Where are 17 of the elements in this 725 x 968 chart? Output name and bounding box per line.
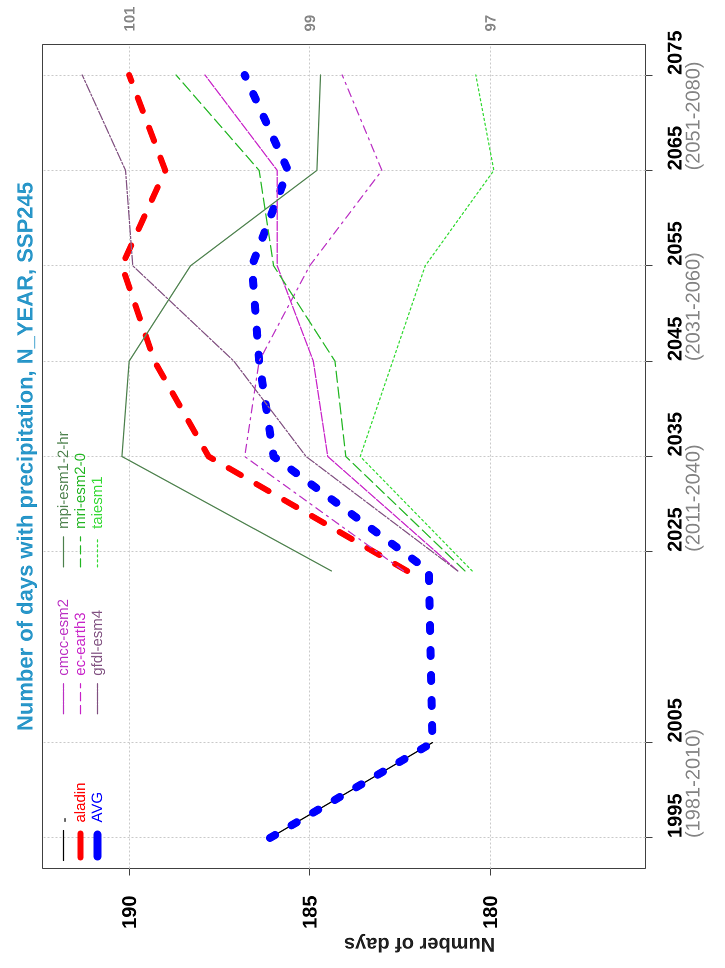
text: mri-esm2-0 <box>72 453 89 529</box>
x-tick-label: 185 <box>300 895 322 929</box>
text: gfdl-esm4 <box>89 610 106 676</box>
text: taiesm1 <box>89 476 106 529</box>
x2-tick-label: 99 <box>302 14 320 32</box>
x-tick-label: 180 <box>480 895 502 929</box>
x-tick-label: 190 <box>119 895 142 929</box>
x2-tick-label: 101 <box>122 6 139 32</box>
text: Number of days with precipitation, N_YEAR, SSP245 <box>12 182 38 731</box>
x-axis-title: Number of days <box>344 932 496 955</box>
x2-tick-label: 97 <box>482 14 500 32</box>
text: - <box>56 818 73 823</box>
text: cmcc-esm2 <box>55 599 72 676</box>
text: AVG <box>89 792 106 823</box>
text: mpi-esm1-2-hr <box>55 431 72 529</box>
text: ec-earth3 <box>72 612 89 676</box>
text: aladin <box>72 782 89 823</box>
